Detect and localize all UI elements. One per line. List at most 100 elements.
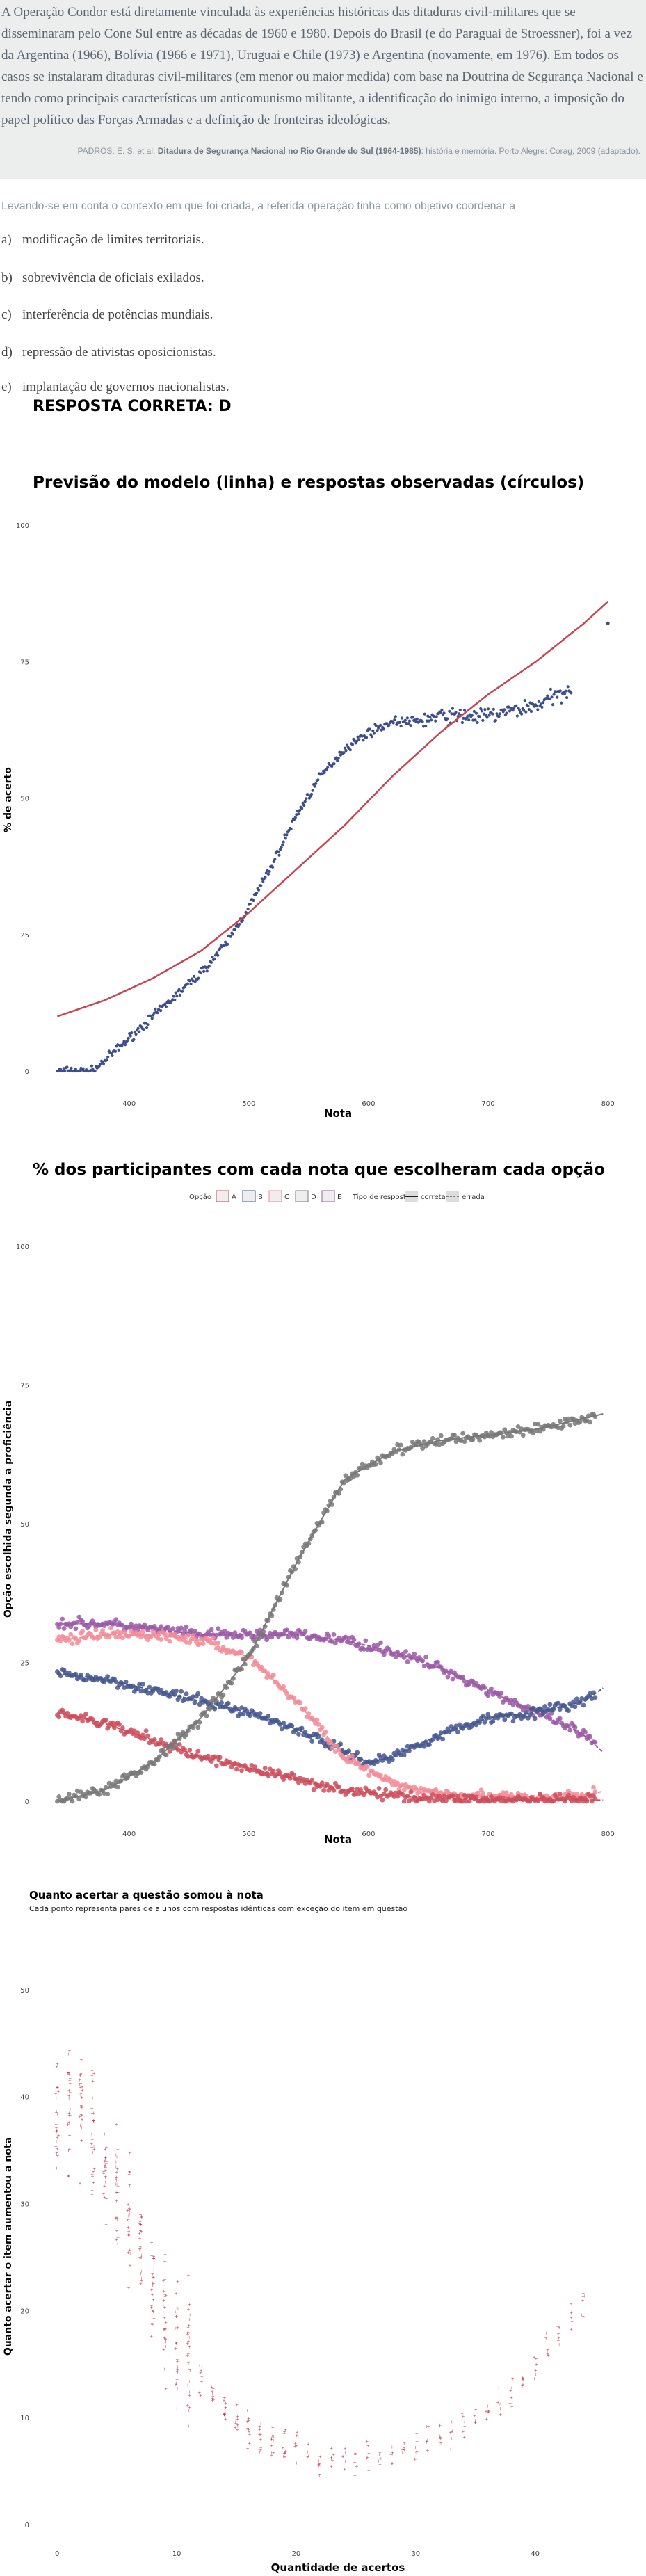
chart3-point: + [449, 2431, 452, 2436]
chart3-point: + [188, 2406, 191, 2410]
chart2-point [197, 1702, 202, 1707]
chart1-point [511, 709, 515, 712]
chart2-point [56, 1625, 62, 1630]
chart3-x-axis-label: Quantidade de acertos [271, 2561, 405, 2574]
chart2-point [184, 1691, 189, 1696]
chart3-point: + [282, 2452, 286, 2456]
legend-swatch-c [268, 1190, 282, 1202]
chart3-point: + [57, 2134, 60, 2139]
chart2-point [120, 1725, 125, 1730]
chart2-point [184, 1624, 189, 1629]
chart3-x-tick: 20 [292, 2550, 301, 2558]
chart1-point [485, 716, 489, 719]
chart2-point [407, 1748, 412, 1753]
chart3-point: + [127, 2205, 131, 2210]
chart1-point [280, 846, 283, 849]
chart3-point: + [140, 2279, 143, 2284]
chart3-point: + [296, 2430, 299, 2435]
chart1-point [186, 982, 189, 985]
option-text: interferência de potências mundiais. [22, 307, 213, 322]
chart3-point: + [401, 2448, 405, 2453]
legend-label-c: C [284, 1193, 289, 1201]
chart2-point [567, 1422, 573, 1428]
chart3-point: + [66, 2123, 70, 2127]
chart3-y-tick: 0 [25, 2522, 29, 2529]
chart1-y-tick: 0 [25, 1068, 29, 1076]
chart1-point [126, 1039, 129, 1043]
chart3-point: + [80, 2125, 83, 2130]
chart3-x-tick: 40 [531, 2550, 540, 2558]
chart3-point: + [79, 2093, 82, 2098]
chart2-point [526, 1704, 531, 1709]
chart2-point [455, 1793, 460, 1798]
chart3-point: + [140, 2253, 143, 2258]
chart1-point [63, 1069, 67, 1073]
option-text: implantação de governos nacionalistas. [22, 380, 229, 394]
chart3-point: + [91, 2150, 95, 2155]
chart1-point [368, 727, 371, 731]
chart1-point [448, 709, 451, 713]
chart1-point [348, 748, 352, 752]
chart1-point [487, 707, 490, 711]
chart3-point: + [104, 2175, 107, 2180]
chart1-point [236, 925, 240, 928]
chart1-point [252, 899, 255, 902]
chart3-point: + [235, 2403, 239, 2408]
chart3-point: + [487, 2410, 490, 2415]
chart2-point [191, 1633, 195, 1638]
chart3-point: + [450, 2420, 453, 2425]
chart3-point: + [401, 2450, 404, 2455]
chart2-point [61, 1626, 67, 1631]
chart3-point: + [186, 2340, 190, 2344]
chart3-point: + [127, 2173, 131, 2177]
chart1-point [268, 869, 271, 874]
chart3-point: + [247, 2430, 250, 2435]
chart3-point: + [341, 2455, 345, 2460]
chart1-point [505, 711, 508, 715]
chart2-point [270, 1769, 276, 1773]
chart1-point [173, 998, 177, 1001]
chart3-point: + [54, 2110, 58, 2115]
chart3-point: + [127, 2232, 131, 2237]
chart3-y-axis-label: Quanto acertar o item aumentou a nota [3, 2137, 14, 2356]
chart2-point [163, 1753, 169, 1758]
chart2-series-b [55, 1667, 598, 1768]
chart1-point [144, 1022, 147, 1025]
chart1-point [114, 1049, 118, 1053]
chart3-point: + [403, 2441, 406, 2446]
chart3-point: + [56, 2089, 60, 2094]
chart3-point: + [140, 2215, 143, 2220]
chart3-point: + [90, 2106, 94, 2111]
chart3-point: + [570, 2312, 574, 2317]
chart3-point: + [330, 2458, 334, 2463]
chart3-point: + [103, 2164, 106, 2169]
chart3-point: + [90, 2111, 94, 2116]
chart3-point: + [103, 2159, 106, 2164]
chart3-point: + [68, 2082, 72, 2086]
chart3-point: + [186, 2403, 189, 2408]
chart1-point [207, 965, 211, 968]
chart2-line-e [57, 1623, 604, 1753]
chart3-point: + [534, 2357, 538, 2362]
chart3-point: + [115, 2216, 118, 2221]
chart1-point [548, 697, 551, 700]
chart3-point: + [90, 2069, 94, 2074]
option-text: repressão de ativistas oposicionistas. [22, 345, 216, 360]
chart1-point [474, 711, 478, 715]
chart1-point [385, 722, 389, 725]
chart3-point: + [79, 2072, 83, 2077]
chart3-point: + [497, 2386, 501, 2391]
chart1-point [145, 1026, 149, 1029]
chart2-point [405, 1659, 410, 1664]
chart3-point: + [211, 2399, 214, 2404]
chart1-point [241, 919, 244, 922]
chart2-point [326, 1634, 332, 1639]
chart2-point [309, 1739, 315, 1744]
source-details: : história e memória. Porto Alegre: Cora… [421, 146, 640, 156]
chart3-point: + [114, 2176, 118, 2181]
chart3-point: + [247, 2419, 250, 2424]
chart1-point [229, 935, 232, 938]
chart1-point [156, 1011, 159, 1015]
chart3-point: + [284, 2428, 287, 2433]
chart2-point [284, 1627, 289, 1633]
